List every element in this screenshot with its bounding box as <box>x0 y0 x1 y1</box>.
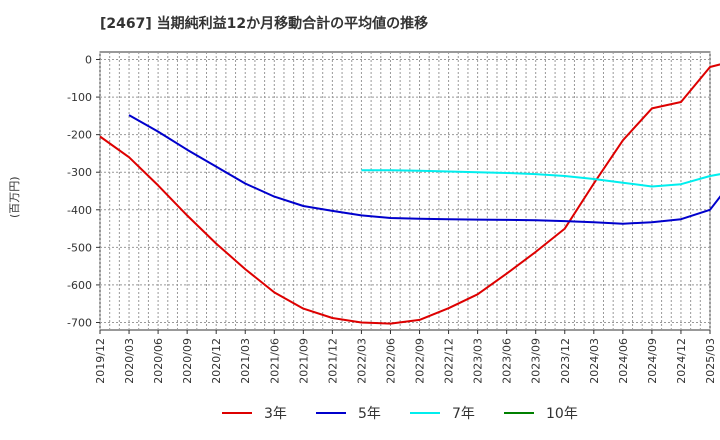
gridlines <box>99 52 711 330</box>
x-tick-label: 2022/12 <box>443 338 456 384</box>
x-tick-label: 2024/03 <box>588 338 601 384</box>
x-tick-label: 2020/09 <box>181 338 194 384</box>
legend-label-3: 7年 <box>452 406 475 422</box>
x-tick-label: 2024/06 <box>617 338 630 384</box>
y-tick-label: -600 <box>67 279 92 292</box>
x-tick-label: 2022/09 <box>414 338 427 384</box>
x-tick-label: 2025/03 <box>704 338 717 384</box>
series-lines <box>99 63 720 325</box>
x-axis: 2019/12 2020/03 2020/06 2020/09 2020/12 2021/… <box>94 330 717 384</box>
x-tick-label: 2021/06 <box>268 338 281 384</box>
x-tick-label: 2021/09 <box>297 338 310 384</box>
y-tick-label: -100 <box>67 91 92 104</box>
legend-label-1: 3年 <box>264 406 287 422</box>
x-tick-label: 2021/03 <box>239 338 252 384</box>
series-line-3 <box>361 169 720 188</box>
legend-label-2: 5年 <box>358 406 381 422</box>
y-tick-label: -700 <box>67 316 92 329</box>
x-tick-label: 2019/12 <box>94 338 107 384</box>
y-tick-label: -500 <box>67 241 92 254</box>
y-tick-label: 0 <box>85 54 92 67</box>
x-tick-label: 2022/03 <box>355 338 368 384</box>
legend-label-4: 10年 <box>546 406 578 422</box>
series-line-1 <box>99 63 720 325</box>
x-tick-label: 2020/06 <box>152 338 165 384</box>
series-line-2 <box>128 114 720 225</box>
x-tick-label: 2021/12 <box>326 338 339 384</box>
x-tick-label: 2022/06 <box>384 338 397 384</box>
x-tick-label: 2024/09 <box>646 338 659 384</box>
x-tick-label: 2020/03 <box>123 338 136 384</box>
legend: 3年 5年 7年 10年 <box>222 406 578 422</box>
x-tick-label: 2023/06 <box>501 338 514 384</box>
x-tick-label: 2023/03 <box>472 338 485 384</box>
x-tick-label: 2023/09 <box>530 338 543 384</box>
plot-area <box>99 51 711 331</box>
x-tick-label: 2023/12 <box>559 338 572 384</box>
y-tick-label: -300 <box>67 166 92 179</box>
x-tick-label: 2020/12 <box>210 338 223 384</box>
y-axis: 0 -100 -200 -300 -400 -500 -600 -700 <box>67 54 100 329</box>
chart-title: [2467] 当期純利益12か月移動合計の平均値の推移 <box>100 16 429 32</box>
y-tick-label: -200 <box>67 129 92 142</box>
y-tick-label: -400 <box>67 204 92 217</box>
x-tick-label: 2024/12 <box>675 338 688 384</box>
